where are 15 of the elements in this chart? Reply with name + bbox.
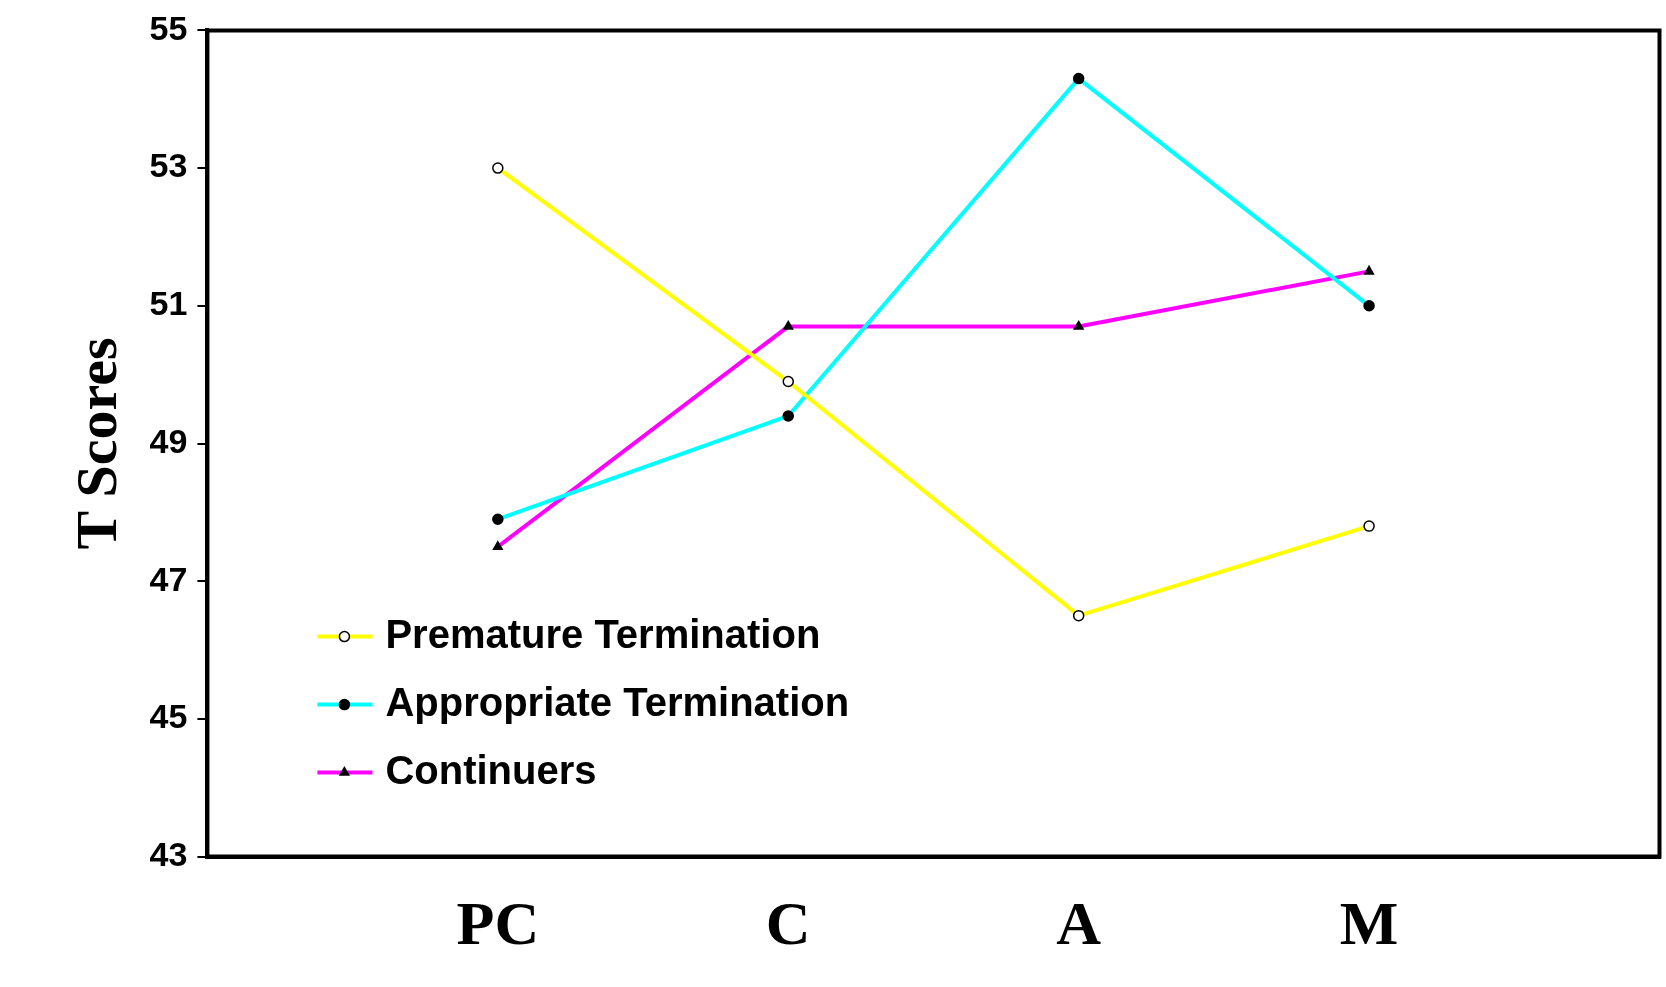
x-tick-label: A: [1056, 888, 1102, 957]
legend-label: Premature Termination: [385, 611, 821, 656]
legend-label: Continuers: [385, 747, 597, 792]
y-tick-label: 49: [149, 421, 188, 460]
x-tick-label: C: [765, 888, 811, 957]
y-tick-label: 45: [149, 697, 188, 736]
y-axis-title: T Scores: [63, 337, 129, 550]
y-tick-label: 53: [149, 146, 188, 185]
y-tick-label: 51: [149, 284, 188, 323]
y-tick-label: 47: [149, 559, 188, 598]
y-tick-label: 43: [149, 834, 188, 873]
x-tick-label: M: [1339, 888, 1399, 957]
y-tick-label: 55: [149, 8, 188, 47]
x-tick-label: PC: [456, 888, 540, 957]
legend-label: Appropriate Termination: [385, 679, 850, 724]
